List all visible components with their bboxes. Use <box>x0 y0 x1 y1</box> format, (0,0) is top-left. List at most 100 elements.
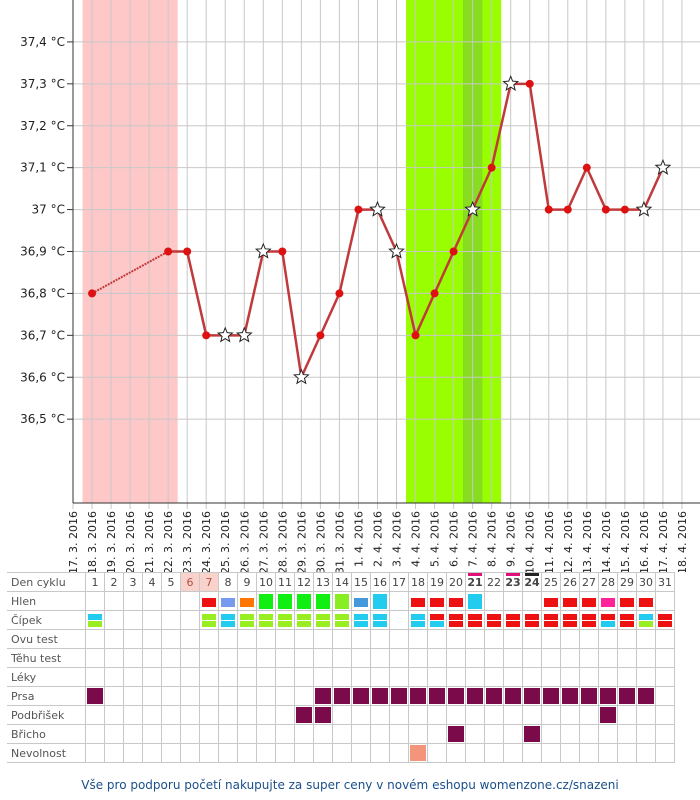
nevolnost-cell[interactable] <box>85 743 105 763</box>
nevolnost-cell[interactable] <box>313 743 333 763</box>
bricho-cell[interactable] <box>161 724 181 744</box>
cycle-day-number[interactable]: 24 <box>522 572 542 592</box>
hlen-cell[interactable] <box>655 591 675 611</box>
leky-cell[interactable] <box>522 667 542 687</box>
nevolnost-cell[interactable] <box>503 743 523 763</box>
leky-cell[interactable] <box>351 667 371 687</box>
cycle-day-number[interactable]: 20 <box>446 572 466 592</box>
leky-cell[interactable] <box>123 667 143 687</box>
nevolnost-cell[interactable] <box>655 743 675 763</box>
ovu-cell[interactable] <box>237 629 257 649</box>
tehu-cell[interactable] <box>104 648 124 668</box>
leky-cell[interactable] <box>579 667 599 687</box>
tehu-cell[interactable] <box>294 648 314 668</box>
ovu-cell[interactable] <box>370 629 390 649</box>
ovu-cell[interactable] <box>446 629 466 649</box>
nevolnost-cell[interactable] <box>161 743 181 763</box>
cipek-cell[interactable] <box>370 610 390 630</box>
podbrisek-cell[interactable] <box>351 705 371 725</box>
tehu-cell[interactable] <box>465 648 485 668</box>
podbrisek-cell[interactable] <box>408 705 428 725</box>
nevolnost-cell[interactable] <box>579 743 599 763</box>
cycle-day-number[interactable]: 2 <box>104 572 124 592</box>
nevolnost-cell[interactable] <box>617 743 637 763</box>
prsa-cell[interactable] <box>522 686 542 706</box>
podbrisek-cell[interactable] <box>142 705 162 725</box>
bricho-cell[interactable] <box>370 724 390 744</box>
tehu-cell[interactable] <box>389 648 409 668</box>
prsa-cell[interactable] <box>123 686 143 706</box>
ovu-cell[interactable] <box>636 629 656 649</box>
prsa-cell[interactable] <box>275 686 295 706</box>
prsa-cell[interactable] <box>256 686 276 706</box>
cycle-day-number[interactable]: 9 <box>237 572 257 592</box>
cipek-cell[interactable] <box>484 610 504 630</box>
cipek-cell[interactable] <box>180 610 200 630</box>
podbrisek-cell[interactable] <box>161 705 181 725</box>
cipek-cell[interactable] <box>465 610 485 630</box>
hlen-cell[interactable] <box>256 591 276 611</box>
cycle-day-number[interactable]: 7 <box>199 572 219 592</box>
tehu-cell[interactable] <box>446 648 466 668</box>
ovu-cell[interactable] <box>465 629 485 649</box>
podbrisek-cell[interactable] <box>655 705 675 725</box>
bricho-cell[interactable] <box>313 724 333 744</box>
cycle-day-number[interactable]: 31 <box>655 572 675 592</box>
prsa-cell[interactable] <box>85 686 105 706</box>
podbrisek-cell[interactable] <box>294 705 314 725</box>
leky-cell[interactable] <box>389 667 409 687</box>
bricho-cell[interactable] <box>465 724 485 744</box>
cycle-day-number[interactable]: 4 <box>142 572 162 592</box>
cycle-day-number[interactable]: 5 <box>161 572 181 592</box>
podbrisek-cell[interactable] <box>370 705 390 725</box>
podbrisek-cell[interactable] <box>579 705 599 725</box>
cipek-cell[interactable] <box>503 610 523 630</box>
podbrisek-cell[interactable] <box>237 705 257 725</box>
tehu-cell[interactable] <box>85 648 105 668</box>
cycle-day-number[interactable]: 3 <box>123 572 143 592</box>
ovu-cell[interactable] <box>522 629 542 649</box>
leky-cell[interactable] <box>199 667 219 687</box>
leky-cell[interactable] <box>617 667 637 687</box>
cycle-day-number[interactable]: 17 <box>389 572 409 592</box>
tehu-cell[interactable] <box>598 648 618 668</box>
tehu-cell[interactable] <box>313 648 333 668</box>
leky-cell[interactable] <box>237 667 257 687</box>
podbrisek-cell[interactable] <box>389 705 409 725</box>
tehu-cell[interactable] <box>237 648 257 668</box>
podbrisek-cell[interactable] <box>256 705 276 725</box>
cipek-cell[interactable] <box>332 610 352 630</box>
nevolnost-cell[interactable] <box>351 743 371 763</box>
bricho-cell[interactable] <box>560 724 580 744</box>
hlen-cell[interactable] <box>313 591 333 611</box>
leky-cell[interactable] <box>446 667 466 687</box>
ovu-cell[interactable] <box>104 629 124 649</box>
ovu-cell[interactable] <box>180 629 200 649</box>
tehu-cell[interactable] <box>256 648 276 668</box>
nevolnost-cell[interactable] <box>636 743 656 763</box>
tehu-cell[interactable] <box>579 648 599 668</box>
tehu-cell[interactable] <box>218 648 238 668</box>
prsa-cell[interactable] <box>351 686 371 706</box>
ovu-cell[interactable] <box>294 629 314 649</box>
cycle-day-number[interactable]: 12 <box>294 572 314 592</box>
leky-cell[interactable] <box>218 667 238 687</box>
hlen-cell[interactable] <box>579 591 599 611</box>
prsa-cell[interactable] <box>104 686 124 706</box>
nevolnost-cell[interactable] <box>180 743 200 763</box>
cipek-cell[interactable] <box>617 610 637 630</box>
bricho-cell[interactable] <box>484 724 504 744</box>
podbrisek-cell[interactable] <box>123 705 143 725</box>
ovu-cell[interactable] <box>199 629 219 649</box>
bricho-cell[interactable] <box>237 724 257 744</box>
nevolnost-cell[interactable] <box>484 743 504 763</box>
hlen-cell[interactable] <box>427 591 447 611</box>
leky-cell[interactable] <box>465 667 485 687</box>
bricho-cell[interactable] <box>503 724 523 744</box>
ovu-cell[interactable] <box>503 629 523 649</box>
bricho-cell[interactable] <box>332 724 352 744</box>
ovu-cell[interactable] <box>256 629 276 649</box>
cipek-cell[interactable] <box>85 610 105 630</box>
nevolnost-cell[interactable] <box>123 743 143 763</box>
cipek-cell[interactable] <box>427 610 447 630</box>
